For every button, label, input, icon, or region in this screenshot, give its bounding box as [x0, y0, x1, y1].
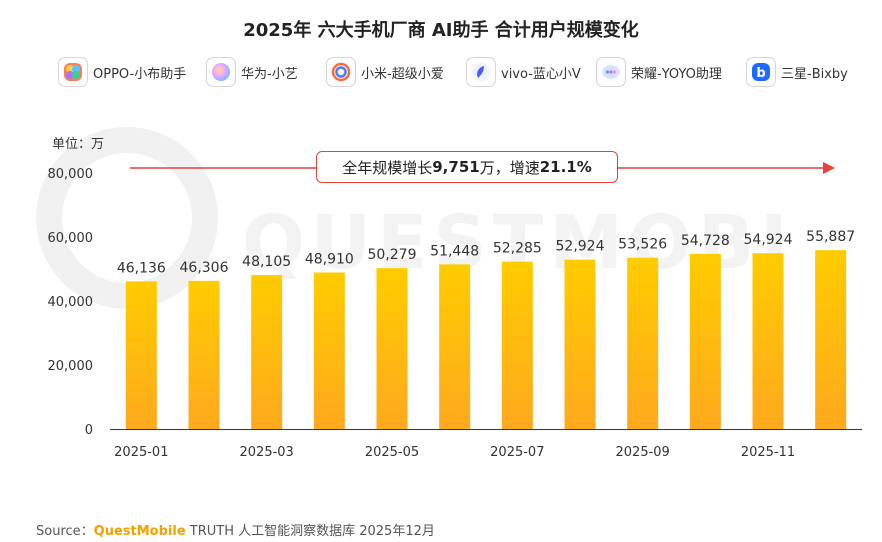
data-label: 48,105 — [242, 254, 291, 270]
legend-item-honor: 荣耀-YOYO助理 — [596, 56, 722, 88]
source-brand: QuestMobile — [93, 524, 186, 539]
oppo-xiaobu-icon — [58, 57, 88, 87]
data-label: 54,924 — [744, 232, 793, 248]
x-tick-label: 2025-05 — [365, 445, 419, 460]
bars — [125, 250, 847, 429]
legend-label: 荣耀-YOYO助理 — [631, 66, 722, 82]
bar-2025-08 — [564, 259, 596, 429]
unit-label: 单位：万 — [52, 137, 105, 152]
x-tick-label: 2025-03 — [240, 445, 294, 460]
bar-2025-06 — [439, 264, 471, 429]
annotation-rate: 21.1% — [539, 158, 592, 176]
y-tick-label: 60,000 — [48, 231, 94, 246]
honor-yoyo-icon — [596, 57, 626, 87]
legend-item-vivo: vivo-蓝心小V — [466, 56, 581, 88]
legend-item-samsung: b 三星-Bixby — [746, 56, 848, 88]
bar-2025-10 — [689, 253, 721, 429]
legend-item-oppo: OPPO-小布助手 — [58, 56, 186, 88]
samsung-bixby-icon: b — [746, 57, 776, 87]
growth-annotation: 全年规模增长 9,751 万，增速 21.1% — [316, 151, 618, 183]
annotation-prefix: 全年规模增长 — [342, 158, 433, 177]
source-note: Source：QuestMobile TRUTH 人工智能洞察数据库 2025年… — [36, 520, 435, 539]
y-tick-label: 40,000 — [48, 295, 94, 310]
data-label: 53,526 — [618, 237, 667, 253]
legend-label: 三星-Bixby — [781, 66, 848, 82]
annotation-growth: 9,751 — [432, 158, 480, 176]
legend-label: OPPO-小布助手 — [93, 66, 187, 82]
x-tick-label: 2025-07 — [490, 445, 544, 460]
bar-2025-05 — [376, 268, 408, 429]
svg-text:b: b — [756, 66, 765, 81]
y-tick-label: 0 — [85, 423, 93, 438]
value-labels: 46,136 46,306 48,105 48,910 50,279 51,448 52,2… — [117, 229, 855, 276]
bar-2025-11 — [752, 253, 784, 429]
legend-label: 小米-超级小爱 — [361, 66, 444, 82]
legend-label: vivo-蓝心小V — [501, 66, 581, 82]
source-suffix: TRUTH 人工智能洞察数据库 2025年12月 — [185, 524, 435, 539]
y-tick-label: 20,000 — [48, 359, 94, 374]
data-label: 52,924 — [556, 239, 605, 255]
x-axis: 2025-01 2025-03 2025-05 2025-07 2025-09 2025-… — [110, 429, 862, 460]
data-label: 46,136 — [117, 260, 166, 276]
y-tick-label: 80,000 — [48, 167, 94, 182]
bar-2025-07 — [501, 261, 533, 429]
chart-title: 2025年 六大手机厂商 AI助手 合计用户规模变化 — [243, 20, 639, 41]
legend: OPPO-小布助手 华为-小艺 小米-超级小爱 — [58, 56, 868, 88]
y-axis: 0 20,000 40,000 60,000 80,000 — [48, 167, 94, 438]
bar-2025-09 — [627, 257, 659, 429]
vivo-lanxin-icon — [466, 57, 496, 87]
x-tick-label: 2025-09 — [616, 445, 670, 460]
x-tick-label: 2025-01 — [114, 445, 168, 460]
legend-item-xiaomi: 小米-超级小爱 — [326, 56, 444, 88]
data-label: 50,279 — [368, 247, 417, 263]
data-label: 48,910 — [305, 251, 354, 267]
data-label: 54,728 — [681, 233, 730, 249]
annotation-middle: 万，增速 — [479, 158, 540, 177]
bar-2025-01 — [125, 281, 157, 429]
data-label: 52,285 — [493, 241, 542, 257]
x-tick-label: 2025-11 — [741, 445, 795, 460]
bar-2025-02 — [188, 280, 220, 429]
bar-2025-12 — [815, 250, 847, 429]
legend-item-huawei: 华为-小艺 — [206, 56, 298, 88]
xiaomi-xiaoai-icon — [326, 57, 356, 87]
data-label: 55,887 — [806, 229, 855, 245]
data-label: 51,448 — [430, 243, 479, 259]
legend-label: 华为-小艺 — [241, 66, 298, 82]
bar-2025-04 — [313, 272, 345, 429]
source-prefix: Source： — [36, 524, 94, 539]
data-label: 46,306 — [180, 260, 229, 276]
huawei-xiaoyi-icon — [206, 57, 236, 87]
bar-2025-03 — [251, 275, 283, 429]
